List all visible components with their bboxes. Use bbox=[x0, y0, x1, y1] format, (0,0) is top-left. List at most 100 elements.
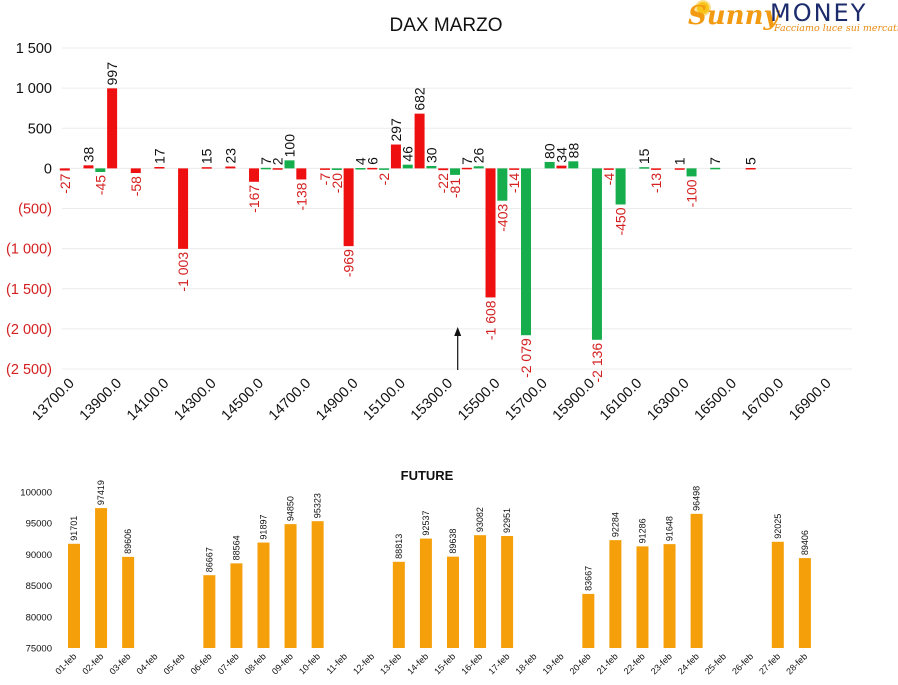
bar bbox=[450, 168, 461, 175]
data-label: 96498 bbox=[692, 486, 702, 511]
x-tick-label: 15500.0 bbox=[455, 376, 503, 424]
x-tick-label: 05-feb bbox=[162, 651, 187, 676]
x-tick-label: 12-feb bbox=[351, 651, 376, 676]
logo-word-sunny: Sunny bbox=[688, 1, 779, 31]
data-label: 297 bbox=[388, 118, 404, 142]
data-label: 86667 bbox=[204, 547, 214, 572]
data-label: 91701 bbox=[69, 516, 79, 541]
x-tick-label: 14-feb bbox=[405, 651, 430, 676]
data-label: -403 bbox=[494, 204, 510, 232]
bar bbox=[83, 165, 94, 169]
data-label: 89638 bbox=[448, 529, 458, 554]
bar bbox=[367, 167, 378, 170]
data-label: 97419 bbox=[96, 480, 106, 505]
y-tick-label: (2 500) bbox=[6, 362, 52, 378]
bar bbox=[419, 538, 432, 648]
x-tick-label: 20-feb bbox=[568, 651, 593, 676]
bar bbox=[521, 168, 531, 336]
data-label: 83667 bbox=[583, 566, 593, 591]
x-tick-label: 13900.0 bbox=[77, 376, 125, 424]
bar bbox=[402, 164, 413, 169]
data-label: 38 bbox=[80, 147, 96, 163]
x-tick-label: 08-feb bbox=[243, 651, 268, 676]
data-label: 91286 bbox=[637, 518, 647, 543]
sun-icon bbox=[697, 2, 709, 14]
x-tick-label: 14500.0 bbox=[219, 376, 267, 424]
x-tick-label: 15300.0 bbox=[408, 376, 456, 424]
data-label: 95323 bbox=[313, 493, 323, 518]
bar bbox=[257, 542, 270, 648]
bar bbox=[260, 167, 271, 170]
logo-tagline: Facciamo luce sui mercati bbox=[774, 23, 898, 34]
bar bbox=[461, 167, 472, 170]
bar bbox=[284, 524, 297, 648]
bar bbox=[603, 168, 614, 170]
y-tick-label: 100000 bbox=[20, 488, 52, 499]
x-tick-label: 11-feb bbox=[324, 651, 349, 676]
data-label: 93082 bbox=[475, 507, 485, 532]
data-label: -58 bbox=[128, 176, 144, 196]
y-tick-label: 75000 bbox=[26, 644, 52, 655]
bar bbox=[674, 168, 685, 170]
data-label: 5 bbox=[743, 157, 759, 165]
x-tick-label: 16900.0 bbox=[786, 376, 834, 424]
data-label: -2 136 bbox=[589, 343, 605, 383]
bar bbox=[509, 168, 520, 170]
future-chart: FUTURE 100000 95000 90000 85000 80000 75000 9… bbox=[20, 468, 811, 676]
y-tick-label: (500) bbox=[18, 202, 52, 218]
data-label: 88 bbox=[565, 143, 581, 159]
bar bbox=[615, 168, 626, 205]
data-label: 89406 bbox=[800, 530, 810, 555]
x-tick-label: 13700.0 bbox=[29, 376, 77, 424]
bar bbox=[426, 165, 437, 169]
x-tick-label: 14100.0 bbox=[124, 376, 172, 424]
data-label: 30 bbox=[423, 147, 439, 163]
data-label: 1 bbox=[672, 157, 688, 165]
data-label: 7 bbox=[258, 157, 274, 165]
data-label: 89606 bbox=[123, 529, 133, 554]
bar bbox=[311, 521, 324, 648]
data-label: -20 bbox=[329, 173, 345, 193]
bar bbox=[249, 168, 260, 182]
bar bbox=[95, 168, 106, 172]
sunny-money-logo: Sunny MONEY Facciamo luce sui mercati bbox=[688, 0, 898, 36]
data-label: 4 bbox=[352, 157, 368, 165]
x-tick-label: 25-feb bbox=[703, 651, 728, 676]
bar bbox=[284, 160, 295, 169]
x-tick-label: 14700.0 bbox=[266, 376, 314, 424]
x-tick-label: 26-feb bbox=[730, 651, 755, 676]
x-tick-label: 24-feb bbox=[676, 651, 701, 676]
data-label: -14 bbox=[506, 173, 522, 193]
data-label: -4 bbox=[601, 173, 617, 186]
x-tick-label: 06-feb bbox=[189, 651, 214, 676]
data-label: 80 bbox=[542, 143, 558, 159]
bar bbox=[355, 168, 366, 170]
bar bbox=[438, 168, 449, 171]
data-label: 23 bbox=[222, 148, 238, 164]
data-label: 34 bbox=[553, 147, 569, 163]
bar bbox=[474, 535, 487, 648]
x-tick-label: 16300.0 bbox=[644, 376, 692, 424]
bar bbox=[390, 144, 401, 169]
bar bbox=[203, 575, 216, 648]
x-tick-label: 16500.0 bbox=[692, 376, 740, 424]
bar bbox=[497, 168, 508, 201]
x-tick-label: 22-feb bbox=[622, 651, 647, 676]
x-tick-label: 09-feb bbox=[270, 651, 295, 676]
x-tick-label: 16-feb bbox=[459, 651, 484, 676]
x-tick-label: 01-feb bbox=[53, 651, 78, 676]
y-tick-label: 500 bbox=[28, 121, 52, 137]
bar bbox=[501, 535, 514, 648]
bar bbox=[107, 88, 118, 169]
y-tick-label: 1 000 bbox=[16, 81, 52, 97]
data-label: -13 bbox=[648, 173, 664, 193]
data-label: 26 bbox=[471, 148, 487, 164]
bar bbox=[59, 168, 70, 171]
bar bbox=[639, 167, 650, 169]
x-tick-label: 10-feb bbox=[297, 651, 322, 676]
data-label: -138 bbox=[293, 182, 309, 210]
data-label: 7 bbox=[707, 157, 723, 165]
data-label: -27 bbox=[57, 173, 73, 193]
x-tick-label: 28-feb bbox=[784, 651, 809, 676]
data-label: -450 bbox=[613, 207, 629, 235]
